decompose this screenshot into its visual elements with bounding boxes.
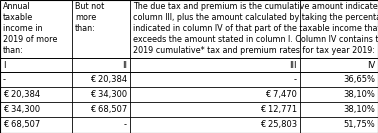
Text: € 20,384: € 20,384 <box>3 90 40 99</box>
Text: € 12,771: € 12,771 <box>260 105 297 114</box>
Text: € 68,507: € 68,507 <box>3 120 40 129</box>
Text: Annual
taxable
income in
2019 of more
than:: Annual taxable income in 2019 of more th… <box>3 2 57 55</box>
Text: III: III <box>290 61 297 70</box>
Text: But not
more
than:: But not more than: <box>75 2 104 33</box>
Text: IV: IV <box>367 61 375 70</box>
Text: -: - <box>124 120 127 129</box>
Text: € 34,300: € 34,300 <box>3 105 40 114</box>
Text: 38,10%: 38,10% <box>343 90 375 99</box>
Text: € 20,384: € 20,384 <box>90 75 127 84</box>
Text: € 68,507: € 68,507 <box>90 105 127 114</box>
Text: € 34,300: € 34,300 <box>90 90 127 99</box>
Text: I: I <box>3 61 6 70</box>
Text: 51,75%: 51,75% <box>343 120 375 129</box>
Text: 38,10%: 38,10% <box>343 105 375 114</box>
Text: -: - <box>294 75 297 84</box>
Text: The due tax and premium is the cumulative amount indicated in
column III, plus t: The due tax and premium is the cumulativ… <box>133 2 378 55</box>
Text: 36,65%: 36,65% <box>343 75 375 84</box>
Text: II: II <box>122 61 127 70</box>
Text: € 7,470: € 7,470 <box>265 90 297 99</box>
Text: € 25,803: € 25,803 <box>260 120 297 129</box>
Text: -: - <box>3 75 6 84</box>
